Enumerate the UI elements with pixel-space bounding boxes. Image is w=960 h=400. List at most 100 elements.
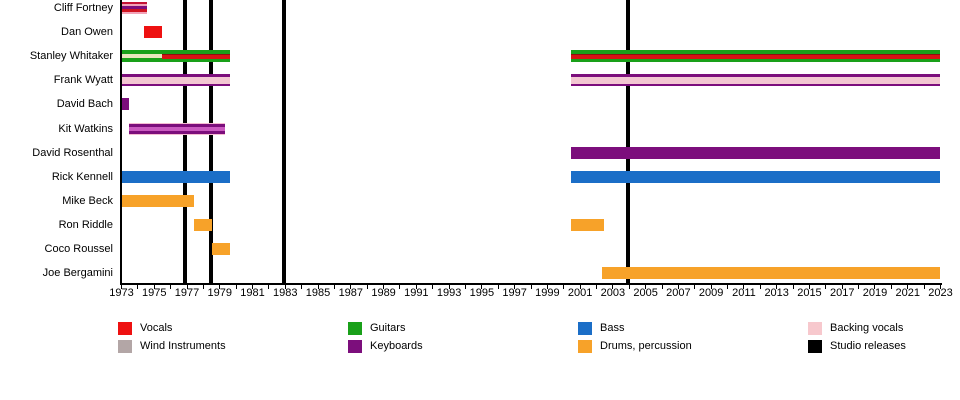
x-axis-label: 1973: [109, 287, 134, 299]
x-axis-tick: [350, 284, 352, 289]
member-label-david-rosenthal: David Rosenthal: [32, 146, 113, 159]
x-axis-tick: [481, 284, 483, 289]
x-axis-tick: [612, 284, 614, 289]
legend-label: Bass: [600, 322, 625, 334]
timeline-bar: [571, 74, 941, 87]
bar-stripe: [121, 2, 147, 4]
bar-stripe: [161, 54, 231, 59]
bar-stripe: [121, 12, 147, 14]
x-axis-label: 1975: [142, 287, 167, 299]
bar-stripe: [571, 58, 941, 63]
x-axis-tick: [301, 284, 303, 289]
x-axis-tick: [841, 284, 843, 289]
x-axis-label: 2003: [600, 287, 626, 299]
bar-stripe: [571, 170, 941, 183]
legend-swatch-drums-percussion: [578, 340, 592, 353]
x-axis-tick: [284, 284, 286, 289]
studio-release-line: [626, 0, 631, 283]
x-axis-tick: [268, 284, 270, 289]
x-axis-tick: [907, 284, 909, 289]
bar-stripe: [128, 130, 225, 134]
x-axis-label: 1997: [502, 287, 527, 299]
bar-stripe: [571, 76, 941, 84]
legend-label: Backing vocals: [830, 322, 904, 334]
x-axis-label: 2005: [633, 287, 658, 299]
x-axis-label: 1991: [404, 287, 429, 299]
bar-stripe: [571, 50, 941, 54]
legend-label: Guitars: [370, 322, 406, 334]
legend-label: Drums, percussion: [600, 340, 692, 352]
bar-stripe: [121, 194, 195, 207]
x-axis-tick: [399, 284, 401, 289]
bar-stripe: [121, 74, 231, 77]
bar-stripe: [121, 58, 162, 63]
bar-stripe: [211, 243, 231, 255]
legend-swatch-keyboards: [348, 340, 362, 353]
x-axis-label: 1989: [371, 287, 396, 299]
x-axis-tick: [333, 284, 335, 289]
bar-stripe: [128, 133, 225, 135]
bar-stripe: [128, 122, 225, 124]
legend-label: Studio releases: [830, 340, 906, 352]
member-label-cliff-fortney: Cliff Fortney: [53, 2, 113, 14]
bar-stripe: [128, 126, 225, 131]
bar-stripe: [121, 54, 162, 59]
x-axis-label: 1981: [240, 287, 265, 299]
timeline-bar: [121, 50, 162, 63]
x-axis-label: 2013: [764, 287, 789, 299]
bar-stripe: [161, 53, 231, 55]
y-axis-line: [120, 0, 122, 285]
x-axis-tick: [514, 284, 516, 289]
bar-stripe: [121, 4, 147, 6]
bar-stripe: [161, 58, 231, 63]
member-label-coco-roussel: Coco Roussel: [44, 243, 113, 255]
bar-stripe: [602, 267, 941, 280]
x-axis-label: 2015: [797, 287, 822, 299]
timeline-bar: [571, 146, 941, 159]
x-axis-tick: [497, 284, 499, 289]
x-axis-tick: [710, 284, 712, 289]
x-axis-tick: [890, 284, 892, 289]
x-axis-label: 2007: [666, 287, 691, 299]
timeline-bar: [571, 218, 604, 231]
legend-swatch-guitars: [348, 322, 362, 335]
bar-stripe: [121, 83, 231, 87]
x-axis-label: 2023: [928, 287, 953, 299]
timeline-bar: [571, 170, 941, 183]
timeline-bar: [602, 267, 941, 280]
bar-stripe: [121, 170, 231, 183]
x-axis-label: 1979: [207, 287, 232, 299]
studio-release-line: [208, 0, 213, 283]
bar-stripe: [161, 50, 231, 54]
legend-label: Vocals: [140, 322, 173, 334]
x-axis-tick: [940, 284, 941, 289]
x-axis-tick: [923, 284, 925, 289]
bar-stripe: [571, 74, 941, 77]
x-axis-tick: [383, 284, 385, 289]
x-axis-tick: [694, 284, 696, 289]
member-label-stanley-whitaker: Stanley Whitaker: [29, 50, 113, 63]
x-axis-tick: [743, 284, 745, 289]
x-axis-line: [120, 283, 942, 285]
member-label-ron-riddle: Ron Riddle: [58, 218, 113, 231]
legend-swatch-studio-releases: [808, 340, 822, 353]
x-axis-tick: [170, 284, 172, 289]
x-axis-label: 1985: [305, 287, 331, 299]
x-axis-tick: [464, 284, 466, 289]
x-axis-tick: [645, 284, 647, 289]
bar-stripe: [121, 9, 147, 12]
x-axis-tick: [317, 284, 319, 289]
x-axis-tick: [874, 284, 876, 289]
x-axis-tick: [546, 284, 548, 289]
x-axis-tick: [137, 284, 139, 289]
legend-swatch-bass: [578, 322, 592, 335]
x-axis-label: 1995: [469, 287, 495, 299]
x-axis-label: 1983: [273, 287, 298, 299]
x-axis-tick: [366, 284, 368, 289]
member-label-dan-owen: Dan Owen: [61, 26, 113, 39]
studio-release-line: [183, 0, 188, 283]
legend-swatch-wind-instruments: [118, 340, 132, 353]
x-axis-tick: [858, 284, 860, 289]
x-axis-label: 1999: [535, 287, 560, 299]
